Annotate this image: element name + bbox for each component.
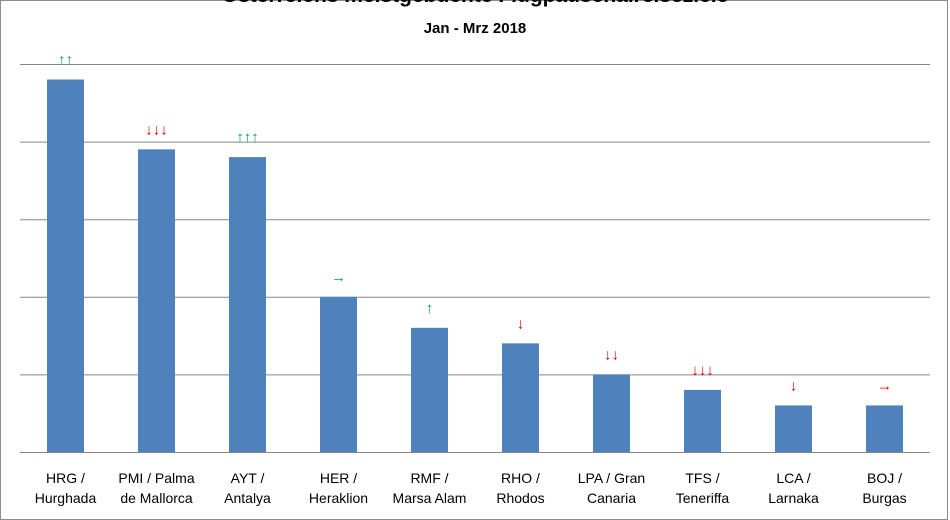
bar (411, 327, 448, 452)
bar (502, 343, 539, 452)
trend-marker: ↑↑↑ (236, 129, 259, 146)
category-label: HER / (320, 470, 357, 486)
bar (138, 149, 175, 453)
bar (866, 405, 903, 452)
category-label: BOJ / (867, 470, 902, 486)
category-label: Hurghada (35, 490, 97, 506)
bar (47, 79, 84, 453)
bar (229, 157, 266, 452)
category-label: Teneriffa (676, 490, 730, 506)
category-label: HRG / (46, 470, 85, 486)
trend-marker: ↓↓↓ (145, 121, 168, 138)
trend-marker: ↓↓↓ (691, 362, 714, 379)
category-label: TFS / (685, 470, 719, 486)
category-label: PMI / Palma (118, 470, 194, 486)
bar (593, 374, 630, 452)
trend-marker: → (331, 269, 346, 286)
category-label: AYT / (231, 470, 265, 486)
category-labels: HRG / Hurghada PMI / Palma de Mallorca AYT /… (35, 470, 907, 506)
bar (684, 389, 721, 452)
trend-marker: ↓ (790, 377, 798, 394)
category-label: Marsa Alam (393, 490, 467, 506)
category-label: RHO / (501, 470, 540, 486)
chart-subtitle: Jan - Mrz 2018 (423, 20, 527, 37)
category-label: RMF / (410, 470, 448, 486)
category-label: Burgas (862, 490, 906, 506)
chart-title: Österreichs meistgebuchte Flugpauschalre… (0, 0, 950, 8)
category-label: de Mallorca (120, 490, 193, 506)
category-label: Canaria (587, 490, 636, 506)
trend-marker: ↓↓ (604, 346, 619, 363)
category-label: Rhodos (496, 490, 544, 506)
category-label: Heraklion (309, 490, 368, 506)
trend-marker: ↑↑ (58, 52, 73, 69)
trend-marker: ↑ (426, 300, 434, 317)
trend-markers: ↑↑↓↓↓ ↑↑↑→↑↓↓↓↓↓↓↓ → (58, 52, 892, 395)
category-label: Larnaka (768, 490, 819, 506)
bar (775, 405, 812, 452)
bars (47, 79, 903, 453)
category-label: Antalya (224, 490, 271, 506)
trend-marker: → (877, 377, 892, 394)
bar (320, 296, 357, 452)
trend-marker: ↓ (517, 315, 525, 332)
category-label: LPA / Gran (578, 470, 645, 486)
category-label: LCA / (776, 470, 810, 486)
